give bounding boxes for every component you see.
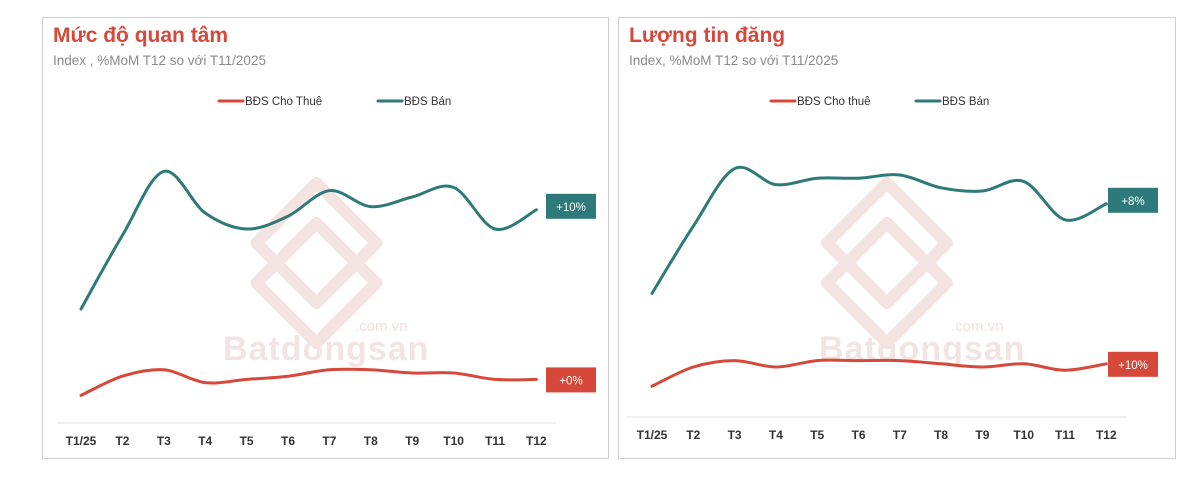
- legend-label: BĐS Cho thuê: [797, 96, 871, 108]
- x-tick-label: T2: [686, 428, 700, 442]
- chart-svg: T1/25 T2 T3 T4 T5 T6 T7 T8 T9 T10 T11 T12 BĐS Cho th…: [627, 96, 1158, 442]
- x-tick-label: T11: [1055, 428, 1075, 442]
- end-label: +10%: [556, 202, 586, 214]
- x-tick-label: T5: [240, 434, 254, 448]
- watermark-logo-icon: [821, 217, 953, 349]
- end-label-box: [546, 193, 596, 219]
- chart-panel-listings: Batdongsan .com.vn Lượng tin đăng Index,…: [618, 17, 1176, 459]
- end-label: +10%: [1118, 360, 1148, 372]
- watermark-logo-icon: [250, 217, 383, 349]
- x-tick-label: T8: [364, 434, 378, 448]
- legend-label: BĐS Bán: [942, 96, 989, 108]
- x-tick-label: T2: [115, 434, 129, 448]
- chart-title: Mức độ quan tâm: [53, 24, 229, 47]
- series-line: [650, 358, 1108, 388]
- x-tick-label: T3: [728, 428, 742, 442]
- x-tick-label: T5: [810, 428, 824, 442]
- x-tick-label: T6: [851, 428, 865, 442]
- legend-label: BĐS Cho Thuê: [245, 96, 322, 108]
- x-tick-label: T1/25: [637, 428, 668, 442]
- chart-svg: T1/25 T2 T3 T4 T5 T6 T7 T8 T9 T10 T11 T12 BĐS Cho Th…: [57, 96, 596, 448]
- x-tick-label: T11: [485, 434, 505, 448]
- x-tick-label: T7: [893, 428, 907, 442]
- watermark-logo-icon: [821, 177, 953, 309]
- x-tick-label: T4: [769, 428, 783, 442]
- chart-subtitle: Index , %MoM T12 so với T11/2025: [53, 53, 266, 68]
- x-tick-label: T1/25: [66, 434, 97, 448]
- end-label: +0%: [559, 375, 582, 387]
- watermark-logo-domain: .com.vn: [951, 318, 1004, 335]
- x-tick-label: T10: [443, 434, 464, 448]
- x-tick-label: T7: [322, 434, 336, 448]
- end-label-box: [1108, 351, 1158, 377]
- x-tick-label: T4: [198, 434, 212, 448]
- series-line: [79, 367, 538, 397]
- x-tick-label: T9: [405, 434, 419, 448]
- end-label-box: [1108, 187, 1158, 213]
- x-tick-label: T12: [526, 434, 547, 448]
- legend-label: BĐS Bán: [404, 96, 451, 108]
- chart-subtitle: Index, %MoM T12 so với T11/2025: [629, 53, 839, 68]
- watermark-logo-domain: .com.vn: [355, 318, 408, 335]
- x-tick-label: T6: [281, 434, 295, 448]
- x-tick-label: T3: [157, 434, 171, 448]
- watermark-logo-icon: [250, 177, 383, 309]
- chart-title: Lượng tin đăng: [629, 24, 786, 47]
- end-label-box: [546, 367, 596, 393]
- x-tick-label: T10: [1013, 428, 1034, 442]
- x-tick-label: T9: [975, 428, 989, 442]
- series-line: [650, 165, 1108, 295]
- x-tick-label: T8: [934, 428, 948, 442]
- chart-panel-interest: Batdongsan .com.vn Mức độ quan tâm Index…: [42, 17, 609, 459]
- x-tick-label: T12: [1096, 428, 1117, 442]
- end-label: +8%: [1121, 196, 1144, 208]
- series-line: [79, 169, 538, 311]
